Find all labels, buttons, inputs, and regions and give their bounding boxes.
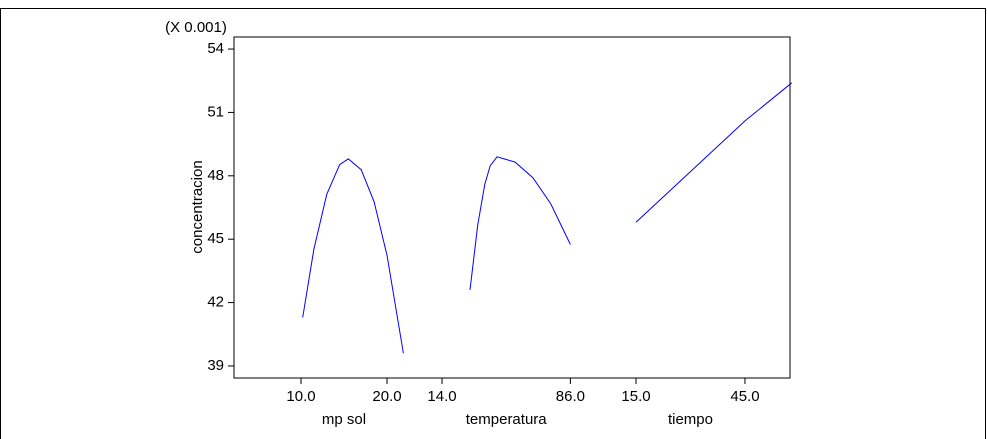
y-tick-label: 48 xyxy=(207,167,224,184)
x-axis-label: mp sol xyxy=(322,411,366,428)
x-axis-label: temperatura xyxy=(466,411,548,428)
x-tick-label: 45.0 xyxy=(730,388,759,405)
effect-line xyxy=(469,156,571,290)
x-tick-label: 20.0 xyxy=(372,388,401,405)
y-tick-label: 39 xyxy=(207,357,224,374)
effect-line xyxy=(302,158,404,354)
effect-line xyxy=(635,82,793,223)
y-multiplier: (X 0.001) xyxy=(165,19,227,36)
x-axis-label: tiempo xyxy=(668,411,713,428)
outer-frame xyxy=(0,8,986,439)
y-tick-label: 42 xyxy=(207,294,224,311)
x-tick-label: 15.0 xyxy=(621,388,650,405)
y-tick-label: 54 xyxy=(207,40,224,57)
x-tick-label: 86.0 xyxy=(556,388,585,405)
y-tick-label: 51 xyxy=(207,103,224,120)
plot-frame xyxy=(233,36,791,379)
x-tick-label: 10.0 xyxy=(286,388,315,405)
y-axis-label: concentracion xyxy=(189,160,206,253)
y-tick-label: 45 xyxy=(207,230,224,247)
x-tick-label: 14.0 xyxy=(427,388,456,405)
